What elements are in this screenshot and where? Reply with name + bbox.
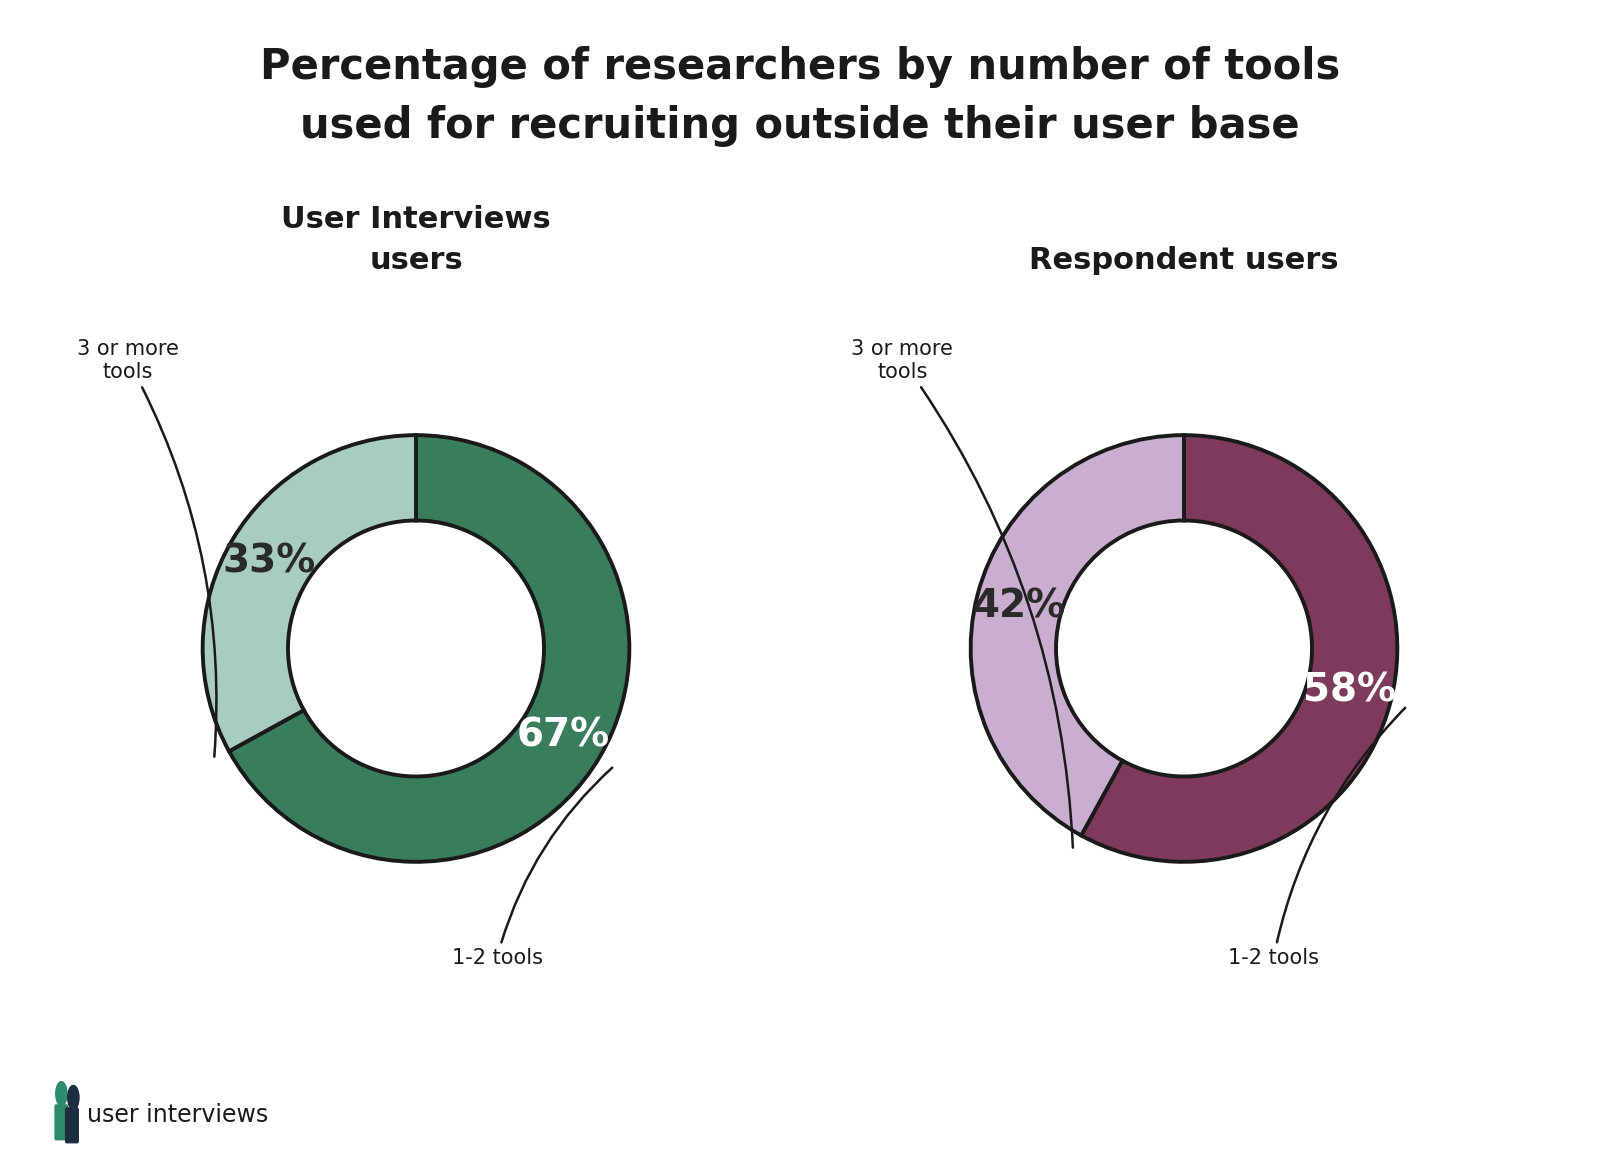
Title: Respondent users: Respondent users bbox=[1029, 245, 1339, 274]
Text: 1-2 tools: 1-2 tools bbox=[1229, 708, 1405, 968]
Text: user interviews: user interviews bbox=[86, 1102, 267, 1127]
Text: 58%: 58% bbox=[1302, 672, 1395, 710]
Wedge shape bbox=[1082, 435, 1397, 862]
Text: 42%: 42% bbox=[973, 587, 1066, 625]
Text: 1-2 tools: 1-2 tools bbox=[451, 768, 613, 968]
Wedge shape bbox=[229, 435, 629, 862]
Text: Percentage of researchers by number of tools
used for recruiting outside their u: Percentage of researchers by number of t… bbox=[259, 46, 1341, 147]
Circle shape bbox=[67, 1085, 78, 1109]
Text: 3 or more
tools: 3 or more tools bbox=[77, 339, 216, 756]
Title: User Interviews
users: User Interviews users bbox=[282, 205, 550, 274]
Circle shape bbox=[56, 1082, 67, 1106]
Wedge shape bbox=[203, 435, 416, 752]
FancyBboxPatch shape bbox=[54, 1105, 69, 1141]
Text: 3 or more
tools: 3 or more tools bbox=[851, 339, 1074, 848]
Wedge shape bbox=[971, 435, 1184, 835]
Text: 67%: 67% bbox=[517, 717, 610, 754]
Text: 33%: 33% bbox=[222, 543, 315, 580]
FancyBboxPatch shape bbox=[66, 1107, 78, 1143]
